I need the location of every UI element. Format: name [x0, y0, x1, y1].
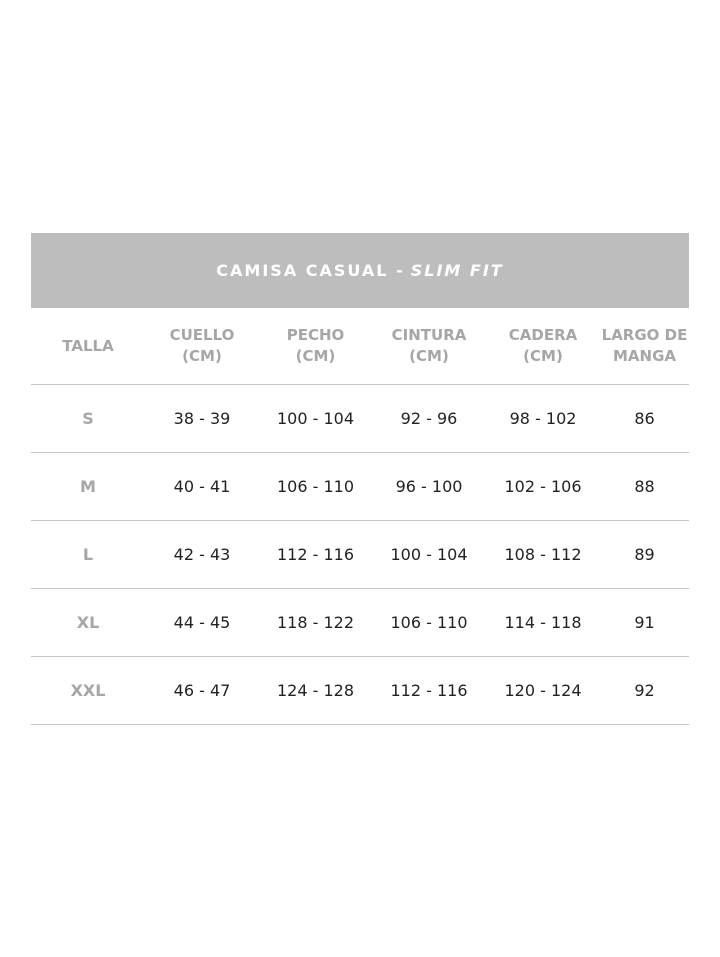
table-cell: 120 - 124 — [504, 681, 582, 700]
table-row: S 38 - 39 100 - 104 92 - 96 98 - 102 86 — [31, 385, 689, 453]
table-cell: 112 - 116 — [276, 545, 355, 564]
table-cell: 42 - 43 — [173, 545, 231, 564]
col-header-largo-manga: LARGO DE MANGA — [601, 326, 688, 365]
table-cell: 92 - 96 — [400, 409, 458, 428]
col-header-cuello: CUELLO (CM) — [169, 326, 235, 365]
table-cell: 98 - 102 — [509, 409, 577, 428]
table-cell: 96 - 100 — [395, 477, 463, 496]
header-row: TALLA CUELLO (CM) PECHO (CM) CINTURA (CM… — [31, 308, 689, 385]
table-cell: 91 — [634, 613, 655, 632]
title-main: CAMISA CASUAL - — [216, 261, 405, 280]
table-row: XXL 46 - 47 124 - 128 112 - 116 120 - 124 92 — [31, 657, 689, 725]
table-cell: 46 - 47 — [173, 681, 231, 700]
col-header-pecho: PECHO (CM) — [286, 326, 345, 365]
table-row: L 42 - 43 112 - 116 100 - 104 108 - 112 89 — [31, 521, 689, 589]
table-cell: 100 - 104 — [390, 545, 468, 564]
col-header-talla: TALLA — [62, 336, 114, 355]
size-label: XL — [76, 613, 100, 632]
size-label: L — [82, 545, 94, 564]
table-cell: 114 - 118 — [504, 613, 582, 632]
size-chart-table: CAMISA CASUAL - SLIM FIT TALLA CUELLO (C… — [31, 233, 689, 725]
table-row: M 40 - 41 106 - 110 96 - 100 102 - 106 88 — [31, 453, 689, 521]
table-cell: 44 - 45 — [173, 613, 231, 632]
table-cell: 40 - 41 — [173, 477, 231, 496]
table-cell: 92 — [634, 681, 655, 700]
table-cell: 118 - 122 — [276, 613, 355, 632]
table-cell: 86 — [634, 409, 655, 428]
col-header-cintura: CINTURA (CM) — [391, 326, 467, 365]
table-cell: 38 - 39 — [173, 409, 231, 428]
table-cell: 100 - 104 — [276, 409, 355, 428]
table-cell: 88 — [634, 477, 655, 496]
size-label: M — [80, 477, 96, 496]
col-header-cadera: CADERA (CM) — [508, 326, 578, 365]
size-label: S — [82, 409, 94, 428]
table-cell: 124 - 128 — [276, 681, 355, 700]
table-title: CAMISA CASUAL - SLIM FIT — [31, 233, 689, 308]
table-row: XL 44 - 45 118 - 122 106 - 110 114 - 118 91 — [31, 589, 689, 657]
table-cell: 112 - 116 — [390, 681, 468, 700]
title-fit: SLIM FIT — [410, 261, 504, 280]
table-cell: 102 - 106 — [504, 477, 582, 496]
table-cell: 106 - 110 — [390, 613, 468, 632]
table-cell: 108 - 112 — [504, 545, 582, 564]
size-label: XXL — [70, 681, 106, 700]
table-cell: 89 — [634, 545, 655, 564]
table-cell: 106 - 110 — [276, 477, 355, 496]
